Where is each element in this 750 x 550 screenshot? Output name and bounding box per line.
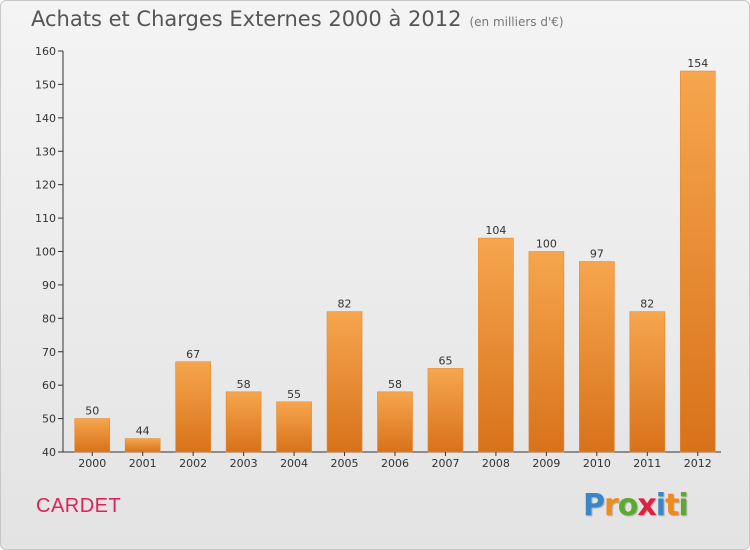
logo-letter: i — [655, 488, 666, 523]
logo-letter: r — [604, 488, 619, 523]
bar — [326, 311, 363, 453]
logo-letter: t — [665, 488, 679, 523]
chart-title-text: Achats et Charges Externes 2000 à 2012 — [31, 7, 462, 31]
bar-value-label: 58 — [237, 378, 251, 391]
y-tick-label: 120 — [35, 179, 56, 192]
y-tick-label: 140 — [35, 112, 56, 125]
bar-value-label: 67 — [186, 348, 200, 361]
bar-value-label: 82 — [640, 298, 654, 311]
x-tick-label: 2012 — [684, 457, 712, 470]
x-tick-label: 2007 — [431, 457, 459, 470]
x-tick-label: 2002 — [179, 457, 207, 470]
bar-value-label: 44 — [136, 425, 150, 438]
bar — [478, 237, 514, 453]
bar — [225, 391, 262, 453]
bar-value-label: 100 — [536, 238, 557, 251]
bar-value-label: 50 — [85, 405, 99, 418]
x-tick-label: 2008 — [482, 457, 510, 470]
x-tick-label: 2009 — [532, 457, 560, 470]
y-tick-label: 50 — [42, 413, 56, 426]
bar — [528, 251, 565, 453]
bar-value-label: 154 — [687, 57, 708, 70]
y-tick-label: 80 — [42, 312, 56, 325]
y-tick-label: 70 — [42, 346, 56, 359]
city-name: CARDET — [36, 495, 122, 517]
chart-subtitle: (en milliers d'€) — [469, 15, 564, 29]
y-tick-label: 160 — [35, 45, 56, 58]
x-tick-label: 2010 — [583, 457, 611, 470]
bar-value-label: 97 — [590, 248, 604, 261]
bar-value-label: 58 — [388, 378, 402, 391]
logo-letter: i — [678, 488, 688, 523]
y-tick-label: 90 — [42, 279, 56, 292]
bar-value-label: 82 — [338, 298, 352, 311]
bar — [427, 368, 464, 453]
y-tick-label: 60 — [42, 379, 56, 392]
bar — [74, 418, 111, 453]
logo-letter: o — [617, 488, 639, 523]
x-tick-label: 2006 — [381, 457, 409, 470]
bar — [175, 361, 211, 453]
proxiti-logo: Proxiti — [583, 488, 689, 523]
bar — [579, 261, 615, 453]
bar — [629, 311, 666, 453]
logo-letter: P — [583, 488, 605, 523]
x-tick-label: 2005 — [331, 457, 359, 470]
bar — [276, 401, 312, 453]
y-tick-label: 150 — [35, 78, 56, 91]
plot-area: 40 50 60 70 80 90 100 110 120 130 140 150 160 50 2000 4… — [35, 45, 721, 470]
x-tick-label: 2004 — [280, 457, 308, 470]
x-tick-label: 2003 — [230, 457, 258, 470]
chart-title: Achats et Charges Externes 2000 à 2012 (e… — [31, 7, 564, 31]
y-tick-label: 130 — [35, 145, 56, 158]
bar — [124, 438, 161, 453]
y-tick-label: 40 — [42, 446, 56, 459]
x-tick-label: 2001 — [129, 457, 157, 470]
bar-value-label: 65 — [438, 354, 452, 367]
y-tick-label: 100 — [35, 246, 56, 259]
logo-letter: x — [637, 488, 656, 523]
x-tick-label: 2000 — [78, 457, 106, 470]
bar-value-label: 104 — [485, 224, 506, 237]
bar — [377, 391, 413, 453]
bar — [679, 70, 716, 453]
bar-value-label: 55 — [287, 388, 301, 401]
y-tick-label: 110 — [35, 212, 56, 225]
x-tick-label: 2011 — [633, 457, 661, 470]
